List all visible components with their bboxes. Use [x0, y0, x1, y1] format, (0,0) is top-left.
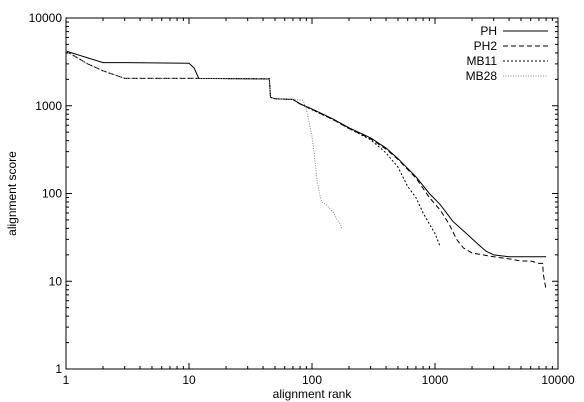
- series-line-mb11: [66, 50, 441, 247]
- legend-label: PH: [480, 24, 497, 38]
- x-axis-label: alignment rank: [273, 387, 353, 401]
- x-tick-label: 1000: [422, 373, 449, 387]
- x-tick-label: 100: [302, 373, 322, 387]
- x-tick-label: 10: [182, 373, 196, 387]
- axes: 1 10 100 1000 10000 1 10 100 1000 10000 alignment …: [5, 11, 575, 401]
- y-tick-label: 1: [55, 362, 62, 376]
- series-line-ph2: [66, 50, 547, 290]
- legend-label: MB11: [467, 54, 498, 68]
- x-tick-label: 1: [63, 373, 70, 387]
- legend-label: PH2: [474, 39, 498, 53]
- y-tick-label: 10: [49, 274, 63, 288]
- series-lines: [66, 50, 547, 290]
- y-axis-label: alignment score: [5, 151, 19, 236]
- y-tick-label: 1000: [35, 99, 62, 113]
- series-line-ph: [66, 50, 547, 258]
- legend-label: MB28: [466, 69, 498, 83]
- y-tick-label: 100: [42, 187, 62, 201]
- y-tick-label: 10000: [29, 11, 63, 25]
- x-tick-label: 10000: [541, 373, 575, 387]
- series-line-mb28: [66, 50, 343, 229]
